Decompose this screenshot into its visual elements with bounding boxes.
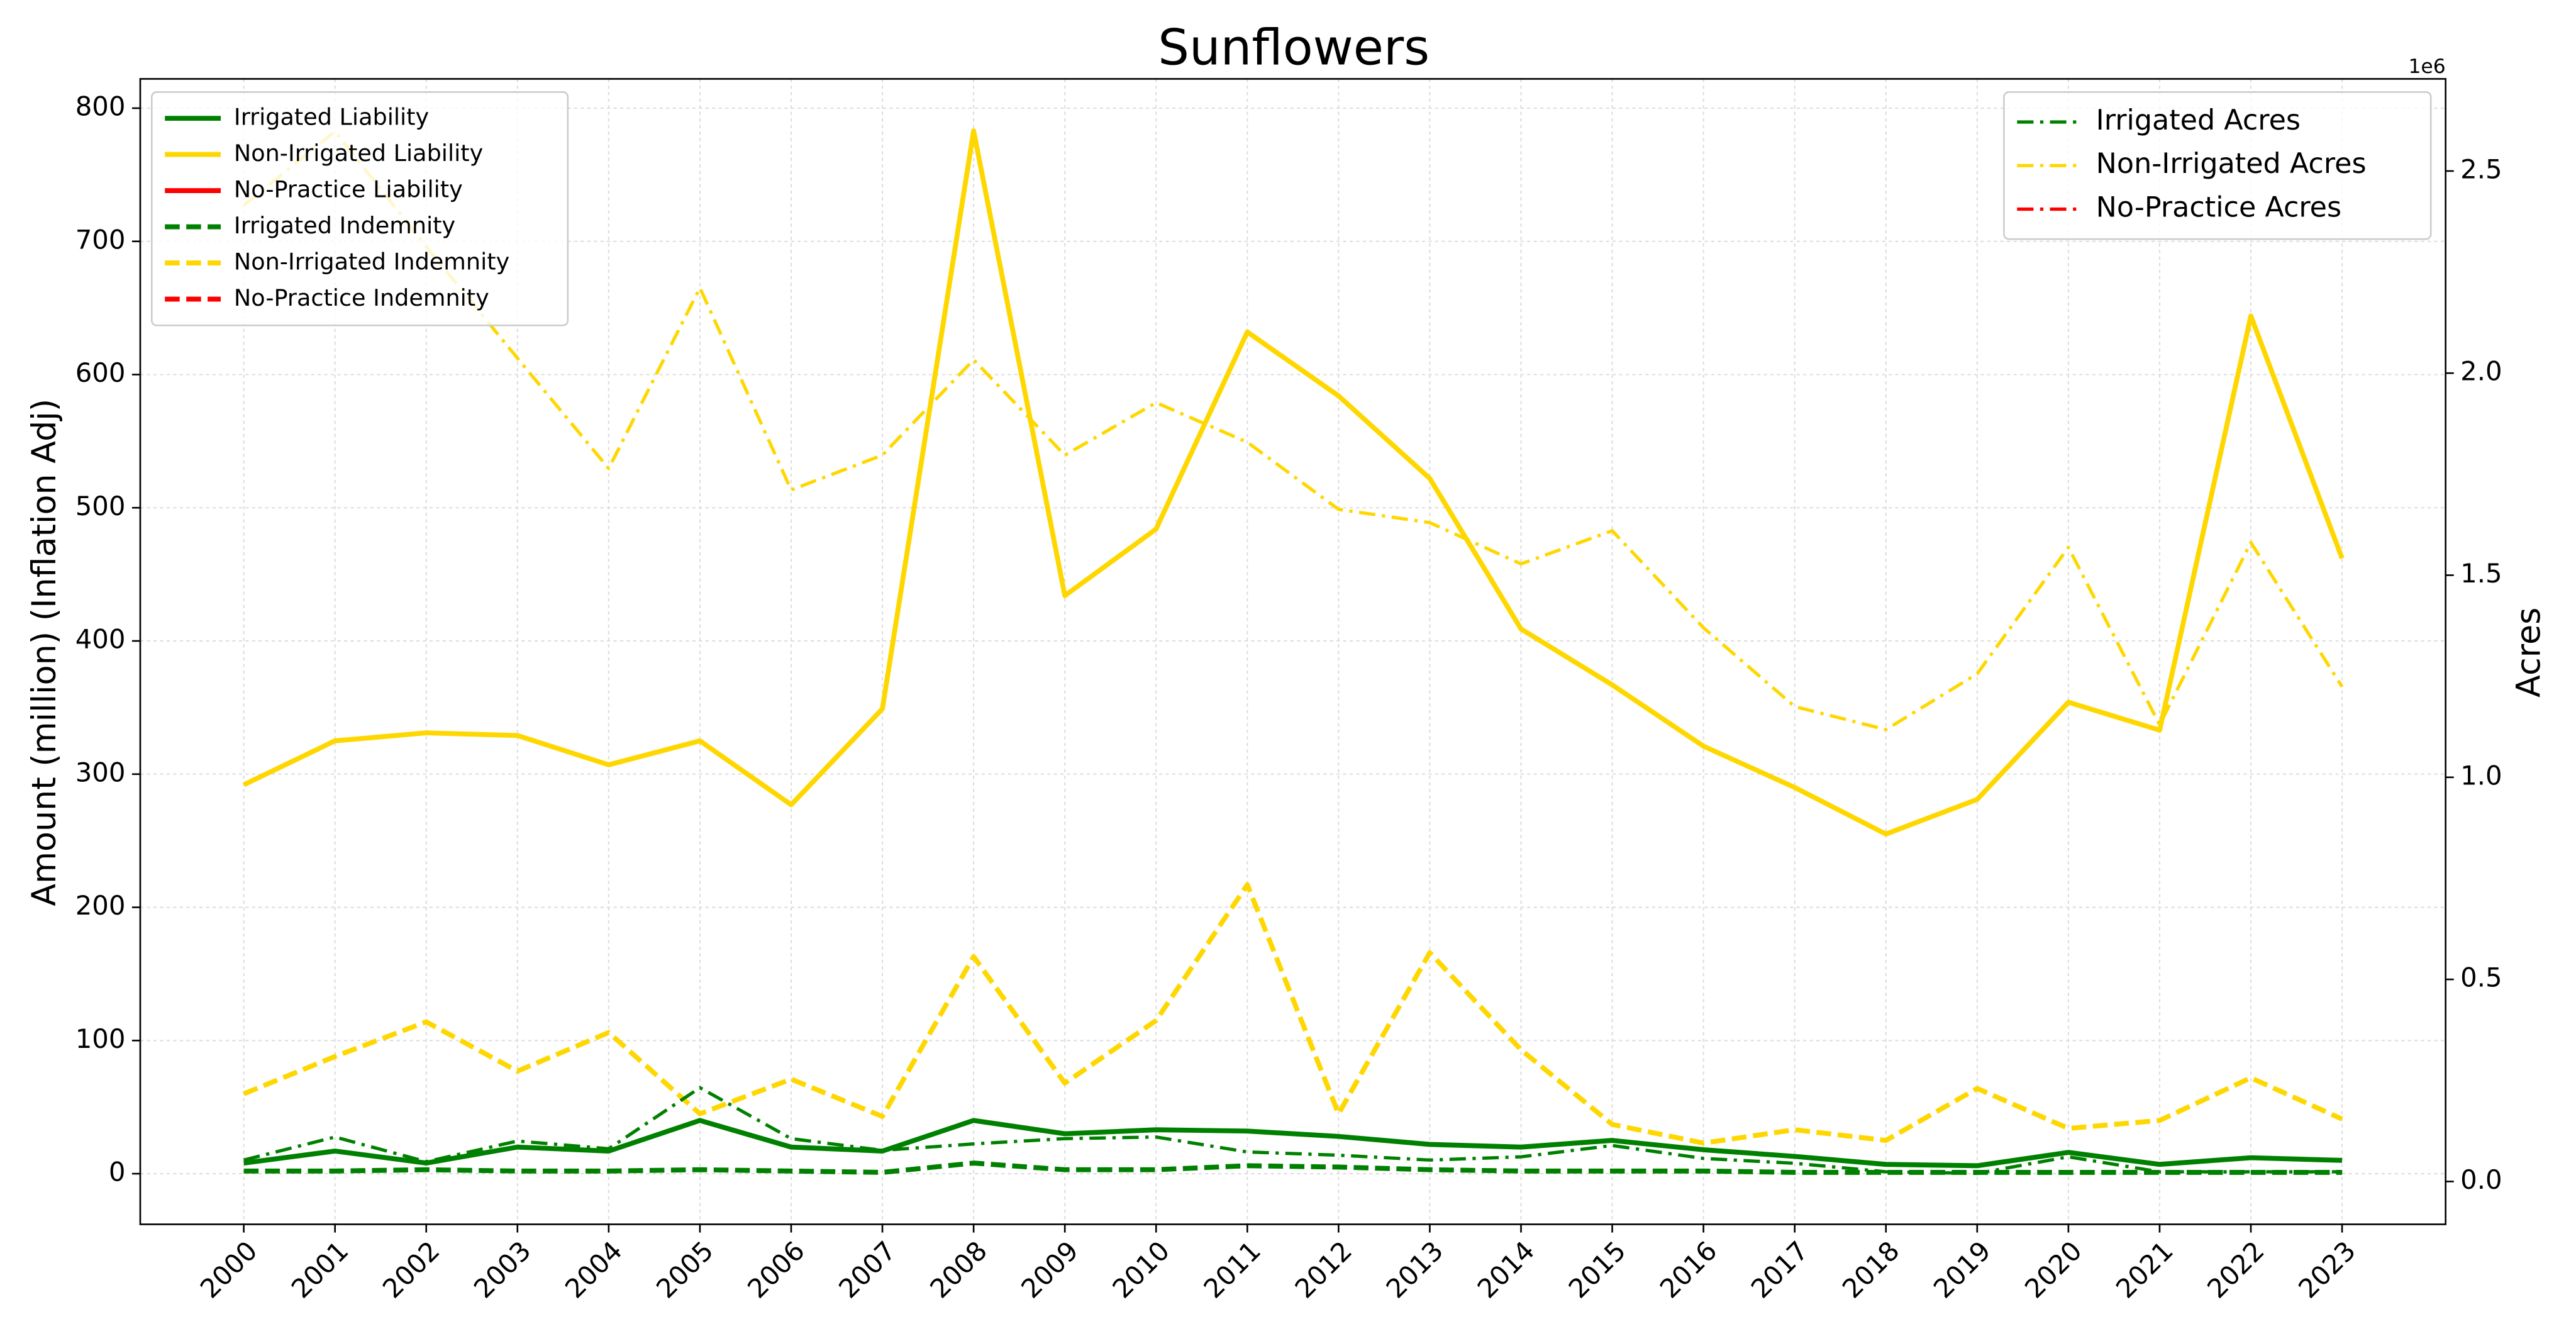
y2-tick-label: 2.0 [2460,356,2502,387]
series-line [243,1118,2343,1169]
x-tick-label: 2010 [1106,1235,1175,1305]
x-tick-label: 2018 [1836,1235,1906,1305]
x-tick-label: 2021 [2110,1235,2179,1305]
legend-box [150,91,569,326]
legend-label: No-Practice Indemnity [234,284,489,311]
y-tick-label: 200 [75,890,126,921]
y-tick-label: 100 [75,1023,126,1054]
series-line [242,128,2345,837]
x-tick-label: 2000 [194,1235,264,1305]
x-tick-label: 2020 [2019,1235,2088,1305]
legend-label: Irrigated Indemnity [234,212,455,239]
legend-label: Non-Irrigated Liability [234,140,483,167]
x-tick-label: 2005 [650,1235,719,1305]
x-tick-label: 2019 [1928,1235,1997,1305]
x-tick-label: 2014 [1472,1235,1541,1305]
series-line [242,130,2344,732]
legend-label: Irrigated Acres [2096,104,2301,136]
y2-tick-label: 0.5 [2460,962,2502,993]
y-tick-label: 700 [75,224,126,255]
y-tick-label: 400 [75,624,126,655]
y2-tick-label: 2.5 [2460,153,2502,184]
legend-box [2003,91,2432,240]
x-tick-label: 2006 [741,1235,811,1305]
series-line [243,882,2343,1146]
legend-label: Irrigated Liability [234,104,429,131]
x-tick-label: 2001 [286,1235,355,1305]
y2-offset-label: 1e6 [2409,55,2446,78]
x-tick-label: 2016 [1654,1235,1723,1305]
series-line [243,1086,2343,1176]
y2-tick-label: 0.0 [2460,1164,2502,1195]
y-tick-label: 300 [75,757,126,787]
x-tick-label: 2017 [1745,1235,1814,1305]
x-tick-label: 2002 [377,1235,446,1305]
y-tick-label: 600 [75,357,126,388]
x-tick-label: 2023 [2292,1235,2362,1305]
x-tick-label: 2015 [1563,1235,1632,1305]
x-tick-label: 2007 [833,1235,902,1305]
y-tick-label: 800 [75,91,126,121]
legend-label: No-Practice Acres [2096,191,2341,223]
y-tick-label: 0 [109,1157,126,1188]
x-tick-label: 2022 [2201,1235,2270,1305]
y2-axis-label: Acres [2511,608,2548,698]
x-tick-label: 2013 [1380,1235,1449,1305]
y2-tick-label: 1.0 [2460,760,2502,791]
x-tick-label: 2009 [1015,1235,1084,1305]
y2-tick-label: 1.5 [2460,558,2502,589]
y-tick-label: 500 [75,491,126,521]
x-tick-label: 2012 [1289,1235,1358,1305]
legend-label: Non-Irrigated Indemnity [234,248,509,275]
x-tick-label: 2004 [559,1235,628,1305]
legend-label: Non-Irrigated Acres [2096,148,2367,180]
y-axis-label: Amount (million) (Inflation Adj) [26,399,64,906]
legend-label: No-Practice Liability [234,176,463,203]
x-tick-label: 2011 [1197,1235,1267,1305]
series-line [243,1160,2343,1175]
x-tick-label: 2003 [468,1235,537,1305]
x-tick-label: 2008 [924,1235,993,1305]
plot-frame [139,78,2446,1225]
chart-title: Sunflowers [1158,19,1430,76]
